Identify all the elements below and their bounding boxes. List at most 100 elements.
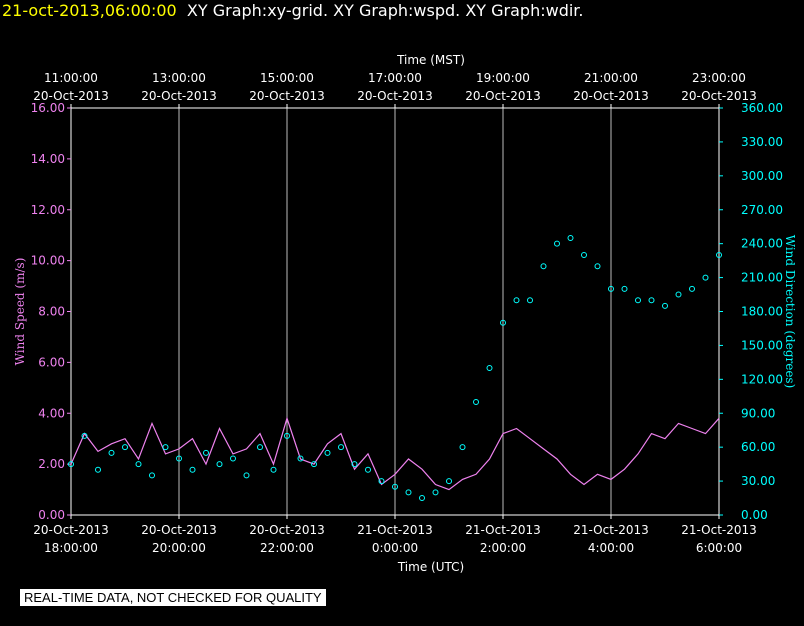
left-tick-label-7: 14.00	[31, 152, 65, 166]
wind-direction-point-29	[459, 444, 466, 451]
wind-direction-point-7	[162, 444, 169, 451]
left-tick-label-8: 16.00	[31, 101, 65, 115]
bottom-tick-time-6: 6:00:00	[696, 541, 742, 555]
top-tick-time-4: 19:00:00	[476, 71, 530, 85]
wind-direction-point-28	[446, 478, 452, 485]
wind-direction-point-26	[419, 495, 425, 502]
top-tick-date-4: 20-Oct-2013	[465, 89, 541, 103]
bottom-tick-time-0: 18:00:00	[44, 541, 98, 555]
wind-direction-point-32	[500, 319, 506, 326]
wind-direction-point-2	[95, 466, 101, 473]
left-axis-title: Wind Speed (m/s)	[13, 258, 27, 366]
right-tick-label-1: 30.00	[741, 474, 775, 488]
wind-direction-point-38	[581, 251, 587, 258]
top-tick-date-6: 20-Oct-2013	[681, 89, 757, 103]
wind-direction-point-48	[716, 251, 722, 258]
wind-speed-line	[70, 416, 720, 491]
wind-direction-point-20	[338, 444, 344, 451]
wind-direction-point-23	[378, 478, 385, 485]
bottom-tick-time-3: 0:00:00	[372, 541, 418, 555]
bottom-tick-date-5: 21-Oct-2013	[573, 523, 649, 537]
wind-direction-point-39	[594, 263, 601, 270]
right-tick-label-11: 330.00	[741, 135, 783, 149]
top-tick-date-3: 20-Oct-2013	[357, 89, 433, 103]
top-tick-time-0: 11:00:00	[44, 71, 98, 85]
wind-direction-point-13	[243, 472, 250, 479]
right-tick-label-7: 210.00	[741, 271, 783, 285]
wind-direction-point-42	[635, 297, 641, 304]
wind-direction-point-1	[81, 432, 88, 439]
top-tick-date-5: 20-Oct-2013	[573, 89, 649, 103]
bottom-axis-title: Time (UTC)	[397, 560, 464, 574]
right-tick-label-9: 270.00	[741, 203, 783, 217]
right-tick-label-10: 300.00	[741, 169, 783, 183]
right-tick-label-8: 240.00	[741, 237, 783, 251]
bottom-tick-date-6: 21-Oct-2013	[681, 523, 757, 537]
wind-direction-point-17	[297, 455, 304, 462]
top-tick-date-1: 20-Oct-2013	[141, 89, 217, 103]
wind-direction-point-35	[540, 263, 547, 270]
top-tick-time-6: 23:00:00	[692, 71, 746, 85]
right-tick-label-2: 60.00	[741, 440, 775, 454]
wind-direction-point-5	[135, 461, 142, 468]
wind-direction-point-6	[149, 472, 155, 479]
top-tick-date-0: 20-Oct-2013	[33, 89, 109, 103]
wind-direction-point-15	[270, 466, 277, 473]
wind-direction-point-41	[621, 285, 628, 292]
bottom-tick-time-2: 22:00:00	[260, 541, 314, 555]
wind-direction-point-46	[689, 285, 695, 292]
wind-direction-point-47	[702, 274, 709, 281]
wind-direction-point-27	[432, 489, 439, 496]
wind-direction-point-22	[365, 466, 371, 473]
wind-direction-point-4	[122, 444, 128, 451]
left-tick-label-0: 0.00	[38, 508, 65, 522]
wind-direction-point-45	[675, 291, 682, 298]
wind-direction-point-9	[189, 466, 196, 473]
bottom-tick-date-4: 21-Oct-2013	[465, 523, 541, 537]
left-tick-label-5: 10.00	[31, 254, 65, 268]
chart-header: 21-oct-2013,06:00:00 XY Graph:xy-grid. X…	[2, 0, 584, 22]
wind-direction-point-25	[405, 489, 412, 496]
bottom-tick-date-0: 20-Oct-2013	[33, 523, 109, 537]
wind-direction-point-19	[324, 449, 331, 456]
right-axis-title: Wind Direction (degrees)	[783, 235, 797, 389]
right-tick-label-5: 150.00	[741, 338, 783, 352]
wind-direction-point-40	[608, 285, 614, 292]
wind-direction-point-12	[230, 455, 236, 462]
wind-direction-point-30	[473, 398, 479, 405]
right-tick-label-4: 120.00	[741, 372, 783, 386]
bottom-tick-time-4: 2:00:00	[480, 541, 526, 555]
quality-notice: REAL-TIME DATA, NOT CHECKED FOR QUALITY	[20, 589, 326, 606]
top-tick-time-2: 15:00:00	[260, 71, 314, 85]
bottom-tick-time-5: 4:00:00	[588, 541, 634, 555]
left-tick-label-3: 6.00	[38, 355, 65, 369]
wind-direction-point-44	[662, 302, 668, 309]
wind-direction-point-18	[311, 461, 317, 468]
left-tick-label-6: 12.00	[31, 203, 65, 217]
left-tick-label-2: 4.00	[38, 406, 65, 420]
bottom-tick-time-1: 20:00:00	[152, 541, 206, 555]
left-tick-label-4: 8.00	[38, 305, 65, 319]
wind-direction-point-11	[216, 461, 223, 468]
wind-direction-point-37	[567, 235, 574, 242]
right-tick-label-6: 180.00	[741, 305, 783, 319]
wind-direction-point-31	[486, 365, 493, 372]
left-tick-label-1: 2.00	[38, 457, 65, 471]
wind-direction-point-34	[527, 297, 533, 304]
bottom-tick-date-3: 21-Oct-2013	[357, 523, 433, 537]
top-tick-time-1: 13:00:00	[152, 71, 206, 85]
wind-direction-point-3	[108, 449, 115, 456]
wind-direction-point-33	[513, 297, 520, 304]
wind-direction-point-43	[648, 297, 655, 304]
right-tick-label-0: 0.00	[741, 508, 768, 522]
wind-direction-point-8	[176, 455, 182, 462]
right-tick-label-12: 360.00	[741, 101, 783, 115]
timestamp: 21-oct-2013,06:00:00	[2, 1, 177, 20]
wind-direction-point-0	[68, 461, 74, 468]
top-tick-time-3: 17:00:00	[368, 71, 422, 85]
bottom-tick-date-2: 20-Oct-2013	[249, 523, 325, 537]
wind-direction-point-36	[554, 240, 560, 247]
wind-direction-point-16	[284, 432, 290, 439]
right-tick-label-3: 90.00	[741, 406, 775, 420]
